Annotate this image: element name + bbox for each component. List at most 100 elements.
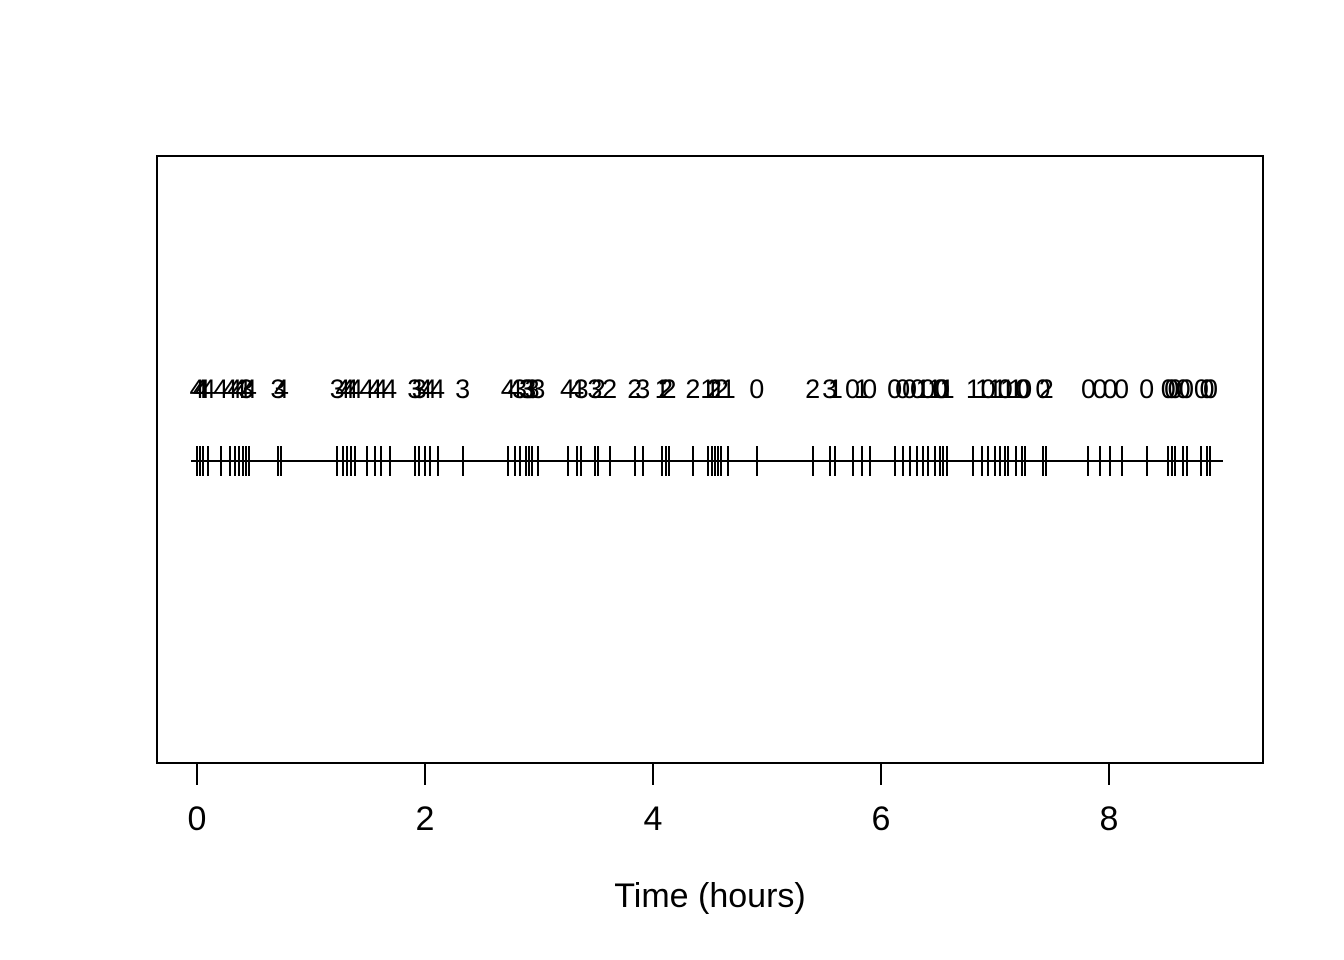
rug-tick	[941, 446, 944, 476]
rug-tick	[580, 446, 583, 476]
rug-tick	[1174, 446, 1177, 476]
rug-tick	[1098, 446, 1101, 476]
rug-tick	[711, 446, 714, 476]
event-count-label: 3	[573, 374, 589, 404]
event-count-label: 0	[1080, 374, 1096, 404]
event-count-label: 1	[974, 374, 990, 404]
rug-tick	[893, 446, 896, 476]
rug-tick	[507, 446, 510, 476]
rug-tick	[276, 446, 279, 476]
rug-tick	[219, 446, 222, 476]
rug-tick	[566, 446, 569, 476]
rug-tick	[531, 446, 534, 476]
event-count-label: 0	[1160, 374, 1176, 404]
event-count-label: 0	[862, 374, 878, 404]
event-count-label: 4	[195, 374, 211, 404]
event-count-label: 1	[700, 374, 716, 404]
event-count-label: 2	[590, 374, 606, 404]
rug-tick	[946, 446, 949, 476]
rug-tick	[373, 446, 376, 476]
rug-tick	[828, 446, 831, 476]
rug-tick	[525, 446, 528, 476]
event-count-label: 0	[1014, 374, 1030, 404]
rug-tick	[706, 446, 709, 476]
event-count-label: 0	[895, 374, 911, 404]
event-count-label: 3	[524, 374, 540, 404]
rug-tick	[201, 446, 204, 476]
event-count-label: 1	[710, 374, 726, 404]
event-count-label: 1	[720, 374, 736, 404]
event-count-label: 4	[189, 374, 205, 404]
rug-tick	[716, 446, 719, 476]
event-count-label: 3	[822, 374, 838, 404]
event-count-label: 4	[569, 374, 585, 404]
event-count-label: 1	[654, 374, 670, 404]
x-axis-tick	[196, 763, 198, 785]
event-count-label: 3	[587, 374, 603, 404]
event-count-label: 2	[658, 374, 674, 404]
event-count-label: 4	[430, 374, 446, 404]
rug-tick	[811, 446, 814, 476]
rug-tick	[998, 446, 1001, 476]
event-count-label: 0	[1164, 374, 1180, 404]
event-count-label: 1	[704, 374, 720, 404]
event-count-label: 1	[939, 374, 955, 404]
event-count-label: 4	[500, 374, 516, 404]
event-count-label: 4	[231, 374, 247, 404]
event-count-label: 4	[382, 374, 398, 404]
event-count-label: 4	[273, 374, 289, 404]
event-count-label: 0	[749, 374, 765, 404]
rug-tick	[922, 446, 925, 476]
rug-tick	[633, 446, 636, 476]
event-count-label: 0	[932, 374, 948, 404]
rug-tick	[661, 446, 664, 476]
rug-tick	[933, 446, 936, 476]
rug-tick	[245, 446, 248, 476]
x-axis-tick	[652, 763, 654, 785]
rug-tick	[1167, 446, 1170, 476]
rug-tick	[713, 446, 716, 476]
rug-tick	[727, 446, 730, 476]
event-count-label: 3	[238, 374, 254, 404]
rug-tick	[851, 446, 854, 476]
event-count-label: 2	[627, 374, 643, 404]
event-count-label: 1	[1008, 374, 1024, 404]
rug-tick	[379, 446, 382, 476]
x-axis-tick	[1108, 763, 1110, 785]
event-count-label: 4	[335, 374, 351, 404]
event-count-label: 0	[901, 374, 918, 404]
rug-tick	[1200, 446, 1203, 476]
event-count-label: 2	[602, 374, 618, 404]
event-count-label: 3	[530, 374, 546, 404]
rug-tick	[280, 446, 283, 476]
event-count-label: 2	[685, 374, 701, 404]
event-count-label: 0	[1035, 374, 1051, 404]
rug-tick	[972, 446, 975, 476]
event-count-label: 1	[1000, 374, 1016, 404]
event-count-label: 4	[235, 374, 251, 404]
event-count-label: 4	[359, 374, 375, 404]
rug-tick	[514, 446, 517, 476]
rug-tick	[1041, 446, 1044, 476]
event-count-label: 4	[559, 374, 576, 404]
event-count-label: 1	[827, 374, 843, 404]
rug-tick	[1006, 446, 1009, 476]
rug-tick	[664, 446, 667, 476]
rug-tick	[939, 446, 942, 476]
rug-tick	[207, 446, 210, 476]
event-count-label: 3	[512, 374, 528, 404]
event-count-label: 4	[222, 374, 238, 404]
event-count-label: 4	[417, 374, 433, 404]
x-axis-tick-label: 0	[187, 800, 207, 838]
rug-tick	[233, 446, 236, 476]
rug-tick	[994, 446, 996, 476]
event-count-label: 0	[1179, 374, 1195, 404]
event-count-label: 1	[992, 374, 1008, 404]
event-count-label: 0	[887, 374, 903, 404]
event-count-label: 3	[635, 374, 651, 404]
rug-tick	[1206, 446, 1209, 476]
rug-tick	[527, 446, 530, 476]
event-count-label: 3	[329, 374, 345, 404]
event-count-label: 0	[1202, 374, 1218, 404]
